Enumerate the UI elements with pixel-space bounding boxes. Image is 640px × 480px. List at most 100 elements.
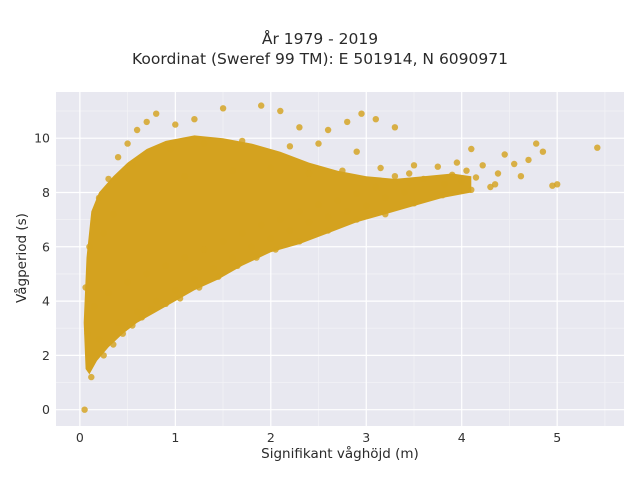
data-point — [517, 173, 525, 180]
data-point — [124, 140, 131, 147]
data-point — [363, 202, 370, 210]
data-points — [81, 102, 601, 413]
data-point — [391, 124, 399, 131]
data-point — [191, 116, 198, 123]
data-point — [162, 300, 169, 307]
data-point — [549, 182, 556, 189]
data-point — [196, 284, 203, 291]
data-point — [324, 227, 332, 234]
data-point — [441, 181, 448, 188]
data-point — [114, 319, 122, 326]
data-point — [153, 110, 160, 117]
data-point — [453, 159, 461, 166]
data-point — [410, 200, 418, 207]
data-point — [353, 190, 360, 197]
data-point — [344, 118, 351, 126]
data-point — [133, 308, 141, 316]
data-point — [286, 143, 294, 150]
data-point — [468, 186, 475, 193]
data-point — [401, 189, 408, 196]
data-point — [88, 373, 95, 381]
data-point — [219, 105, 227, 112]
data-point — [554, 181, 561, 188]
data-point — [594, 144, 601, 151]
x-axis-label: Signifikant våghöjd (m) — [261, 446, 419, 462]
data-point — [229, 254, 236, 261]
x-tick-label: 5 — [553, 430, 561, 445]
data-point — [167, 145, 174, 153]
x-tick-label: 0 — [76, 430, 84, 445]
data-point — [234, 262, 241, 269]
data-point — [110, 211, 117, 218]
data-point — [272, 246, 279, 253]
x-tick-label: 1 — [171, 430, 179, 445]
data-point — [82, 284, 89, 291]
data-point — [511, 160, 518, 168]
data-point — [344, 208, 351, 215]
data-point — [358, 110, 365, 117]
data-point — [439, 192, 446, 199]
x-tick-label: 3 — [362, 430, 370, 445]
data-point — [472, 174, 480, 181]
data-point — [86, 243, 93, 250]
data-point — [95, 335, 103, 343]
data-point — [219, 238, 227, 245]
data-point — [525, 156, 532, 164]
data-point — [449, 171, 456, 178]
data-point — [114, 154, 122, 161]
chart-title-line-2: Koordinat (Sweref 99 TM): E 501914, N 60… — [132, 50, 508, 68]
data-point — [95, 194, 103, 202]
data-point — [138, 314, 146, 321]
data-point — [277, 107, 284, 115]
data-point — [305, 170, 313, 177]
data-point — [296, 208, 303, 215]
data-point — [105, 289, 112, 297]
data-point — [239, 137, 246, 145]
data-point — [81, 406, 88, 413]
data-point — [258, 221, 265, 229]
chart-title-line-1: År 1979 - 2019 — [261, 30, 379, 48]
data-point — [377, 164, 384, 172]
data-point — [153, 297, 160, 305]
data-point — [267, 164, 274, 172]
y-tick-label: 6 — [42, 239, 50, 254]
data-point — [162, 262, 169, 269]
data-point — [129, 322, 136, 329]
y-tick-label: 2 — [42, 348, 50, 363]
data-point — [463, 167, 470, 174]
data-point — [296, 238, 303, 245]
data-point — [100, 230, 107, 237]
data-point — [91, 216, 98, 223]
data-point — [315, 140, 322, 147]
data-point — [181, 254, 189, 261]
data-point — [277, 216, 284, 223]
data-point — [324, 213, 332, 221]
y-tick-label: 0 — [42, 402, 50, 417]
data-point — [200, 246, 208, 253]
data-point — [215, 273, 222, 280]
data-point — [487, 183, 494, 191]
data-point — [210, 265, 217, 272]
data-point — [119, 330, 127, 337]
data-point — [382, 211, 389, 218]
y-tick-label: 8 — [42, 185, 50, 200]
data-point — [200, 140, 208, 147]
data-point — [491, 181, 499, 188]
data-point — [501, 151, 508, 158]
data-point — [148, 306, 155, 313]
y-axis-label: Vågperiod (s) — [14, 213, 30, 303]
data-point — [253, 254, 260, 261]
data-point — [258, 102, 265, 109]
data-point — [129, 162, 136, 169]
data-point — [172, 121, 179, 128]
tick-labels: 0 1 2 3 4 5 0 2 4 6 8 10 — [34, 131, 561, 445]
data-point — [191, 276, 198, 283]
data-point — [533, 140, 540, 147]
point-cloud — [83, 135, 472, 375]
data-point — [468, 145, 475, 153]
data-point — [353, 148, 360, 155]
data-point — [229, 167, 236, 174]
data-point — [143, 118, 150, 126]
data-point — [172, 287, 179, 294]
